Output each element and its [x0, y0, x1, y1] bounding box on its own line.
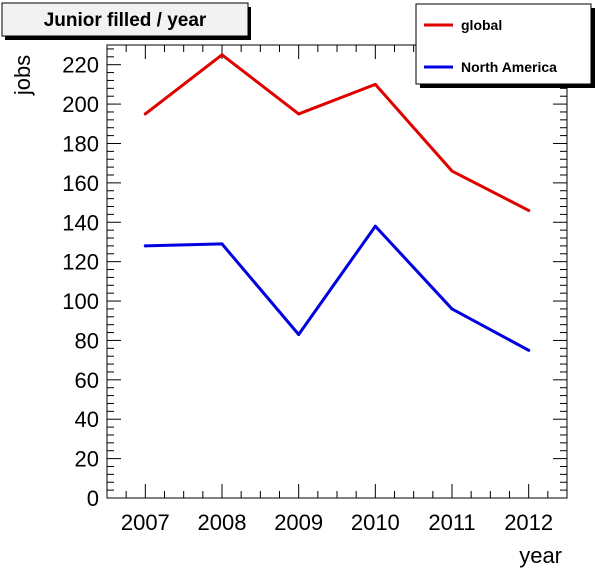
y-tick-label: 200 [62, 92, 99, 117]
data-point [220, 53, 224, 57]
x-tick-label: 2011 [428, 510, 475, 535]
data-point [527, 348, 531, 352]
x-axis: 2007 2008 2009 2010 2011 2012 [106, 45, 568, 535]
y-tick-label: 180 [62, 131, 99, 156]
data-point [220, 242, 224, 246]
y-tick-label: 140 [62, 210, 99, 235]
title-box-frame [1, 2, 249, 37]
y-axis: 0 20 40 60 80 100 120 140 160 180 200 220 [62, 48, 567, 511]
plot-frame [106, 44, 568, 499]
x-tick-label: 2009 [274, 510, 323, 535]
chart-title: Junior filled / year [44, 10, 207, 31]
data-point [373, 82, 377, 86]
data-point [297, 112, 301, 116]
data-point [373, 224, 377, 228]
x-tick-label: 2010 [351, 510, 400, 535]
x-tick-label: 2008 [198, 510, 247, 535]
legend-frame [415, 3, 592, 85]
data-point [297, 333, 301, 337]
y-tick-label: 60 [75, 368, 99, 393]
legend-entries: global North America [424, 17, 557, 75]
y-tick-label: 160 [62, 171, 99, 196]
data-point [527, 208, 531, 212]
data-point [143, 112, 147, 116]
data-point [143, 244, 147, 248]
title-box: Junior filled / year [1, 2, 251, 40]
legend-label: North America [461, 59, 557, 75]
y-tick-label: 100 [62, 289, 99, 314]
x-tick-label: 2012 [504, 510, 553, 535]
data-point [450, 307, 454, 311]
series-line-north-america [143, 224, 531, 352]
legend-label: global [461, 17, 502, 33]
y-tick-label: 20 [75, 447, 99, 472]
y-tick-label: 0 [87, 486, 99, 511]
y-tick-label: 40 [75, 407, 99, 432]
y-tick-label: 80 [75, 328, 99, 353]
x-axis-label: year [519, 543, 562, 568]
y-axis-label: jobs [10, 55, 35, 96]
series-line-global [143, 53, 531, 212]
data-point [450, 169, 454, 173]
y-tick-label: 220 [62, 53, 99, 78]
series-group [143, 53, 531, 352]
x-tick-label: 2007 [121, 510, 170, 535]
y-tick-label: 120 [62, 250, 99, 275]
legend: global North America [415, 3, 595, 88]
